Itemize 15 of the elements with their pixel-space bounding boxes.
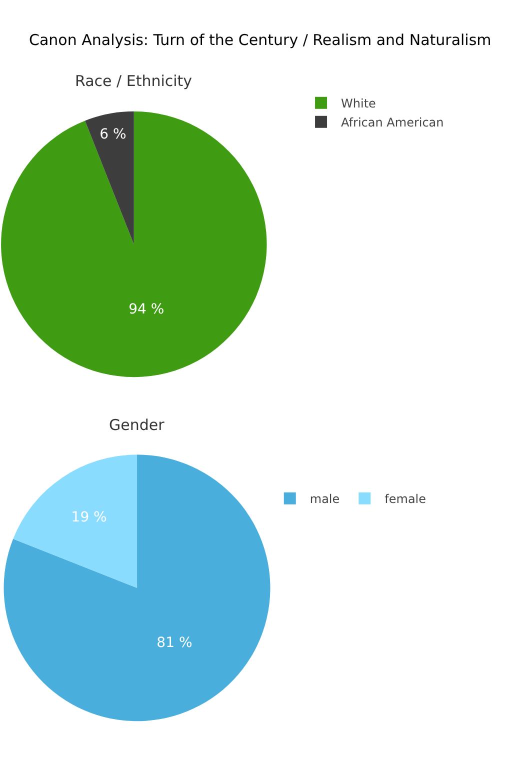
- legend-label: female: [384, 492, 426, 506]
- chart-title: Canon Analysis: Turn of the Century / Realism and Naturalism: [29, 31, 492, 49]
- data-label: 81 %: [156, 635, 192, 652]
- data-label: 19 %: [71, 509, 107, 526]
- data-label: 6 %: [100, 126, 126, 142]
- pie-slice: [4, 454, 270, 722]
- chart-subtitle: Race / Ethnicity: [75, 72, 192, 90]
- legend-label: African American: [341, 116, 444, 130]
- legend-label: male: [310, 492, 340, 506]
- legend-label: White: [341, 96, 376, 110]
- pie-slice: [84, 111, 134, 244]
- data-label: 94 %: [128, 301, 164, 318]
- pie-slice: [1, 111, 267, 377]
- chart-subtitle: Gender: [109, 416, 166, 434]
- pie-slice: [13, 454, 138, 588]
